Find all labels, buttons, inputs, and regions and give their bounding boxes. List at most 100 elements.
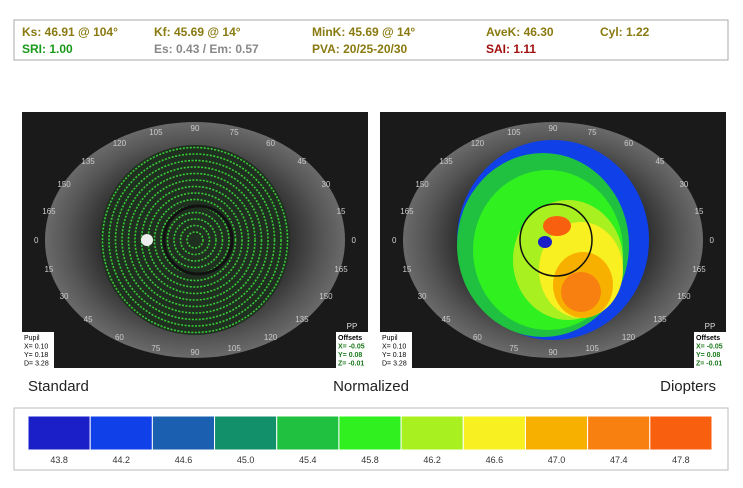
ring-label: 135 (439, 157, 453, 166)
offsets-text: Offsets (696, 335, 720, 342)
placido-ring (127, 172, 263, 308)
ring-label: 0 (352, 236, 357, 245)
ring-label: 15 (44, 265, 53, 274)
placido-ring (186, 231, 204, 249)
offsets-text: X= -0.05 (696, 344, 723, 351)
ring-label: 15 (337, 207, 346, 216)
ring-label: 75 (588, 128, 597, 137)
pupil-box (22, 332, 54, 368)
ring-label: 45 (655, 157, 664, 166)
scale-label: 44.6 (175, 455, 193, 465)
ring-label: 150 (57, 180, 71, 189)
ring-label: 75 (509, 344, 518, 353)
pp-label: PP (705, 322, 716, 331)
ring-label: 150 (415, 180, 429, 189)
scale-swatch (27, 415, 91, 451)
ring-label: 45 (442, 315, 451, 324)
scale-swatch (462, 415, 526, 451)
scale-swatch (524, 415, 589, 451)
info-value: PVA: 20/25-20/30 (312, 42, 407, 56)
info-value: SRI: 1.00 (22, 42, 73, 56)
info-value: Ks: 46.91 @ 104° (22, 25, 118, 39)
ring-label: 120 (113, 139, 127, 148)
ring-label: 30 (60, 292, 69, 301)
placido-ring (166, 211, 224, 269)
ring-label: 45 (297, 157, 306, 166)
info-box (13, 19, 729, 61)
map-zone (538, 236, 552, 248)
ring-label: 0 (392, 236, 397, 245)
ring-label: 105 (149, 128, 163, 137)
ring-label: 135 (81, 157, 95, 166)
scale-label: 46.2 (423, 455, 441, 465)
placido-ring (140, 185, 250, 295)
ring-label: 150 (319, 292, 333, 301)
ring-label: 30 (321, 180, 330, 189)
pupil-text: X= 0.10 (382, 344, 406, 351)
ring-label: 0 (710, 236, 715, 245)
pupil-text: Pupil (382, 335, 398, 342)
placido-ring (108, 153, 282, 327)
ring-label: 60 (115, 333, 124, 342)
scale-label: 46.6 (486, 455, 504, 465)
pupil-ring (162, 204, 234, 276)
scale-label: 47.8 (672, 455, 690, 465)
scale-label: 45.0 (237, 455, 255, 465)
pp-label: PP (347, 322, 358, 331)
info-value: Es: 0.43 / Em: 0.57 (154, 42, 259, 56)
scale-label: 44.2 (113, 455, 131, 465)
map-zone (561, 272, 601, 312)
offsets-text: Offsets (338, 335, 362, 342)
ring-label: 165 (400, 207, 414, 216)
offsets-box (336, 332, 368, 368)
placido-ring (179, 224, 211, 256)
ring-label: 90 (191, 348, 200, 357)
scale-swatch (214, 415, 278, 451)
ring-label: 90 (549, 124, 558, 133)
offsets-box (694, 332, 726, 368)
info-value: AveK: 46.30 (486, 25, 554, 39)
ring-label: 15 (695, 207, 704, 216)
scale-swatch (587, 415, 651, 451)
ring-label: 90 (191, 124, 200, 133)
placido-ring (101, 146, 289, 334)
pupil-text: D= 3.28 (382, 361, 407, 368)
ring-label: 75 (151, 344, 160, 353)
scale-swatch (276, 415, 340, 451)
reflex (141, 234, 153, 246)
offsets-text: Y= 0.08 (338, 352, 362, 359)
scale-label: 47.4 (610, 455, 628, 465)
pupil-text: D= 3.28 (24, 361, 49, 368)
caption: Normalized (333, 378, 409, 395)
info-value: Cyl: 1.22 (600, 25, 650, 39)
caption: Diopters (660, 378, 716, 395)
ring-label: 60 (266, 139, 275, 148)
ring-label: 15 (402, 265, 411, 274)
ring-label: 60 (473, 333, 482, 342)
pupil-box (380, 332, 412, 368)
ring-label: 60 (624, 139, 633, 148)
ring-label: 30 (418, 292, 427, 301)
ring-label: 105 (585, 344, 599, 353)
ring-label: 105 (507, 128, 521, 137)
scale-label: 43.8 (50, 455, 68, 465)
pupil-text: X= 0.10 (24, 344, 48, 351)
ring-label: 165 (42, 207, 56, 216)
scale-label: 45.8 (361, 455, 379, 465)
scale-swatch (89, 415, 153, 451)
ring-label: 90 (549, 348, 558, 357)
scale-swatch (338, 415, 402, 451)
ring-label: 105 (227, 344, 241, 353)
offsets-text: Y= 0.08 (696, 352, 720, 359)
placido-ring (114, 159, 276, 321)
pupil-text: Pupil (24, 335, 40, 342)
ring-label: 135 (653, 315, 667, 324)
placido-ring (153, 198, 237, 282)
map-zone (543, 216, 571, 236)
pupil-text: Y= 0.18 (24, 352, 48, 359)
ring-label: 165 (692, 265, 706, 274)
offsets-text: Z= -0.01 (696, 361, 722, 368)
ring-label: 120 (622, 333, 636, 342)
info-value: MinK: 45.69 @ 14° (312, 25, 415, 39)
